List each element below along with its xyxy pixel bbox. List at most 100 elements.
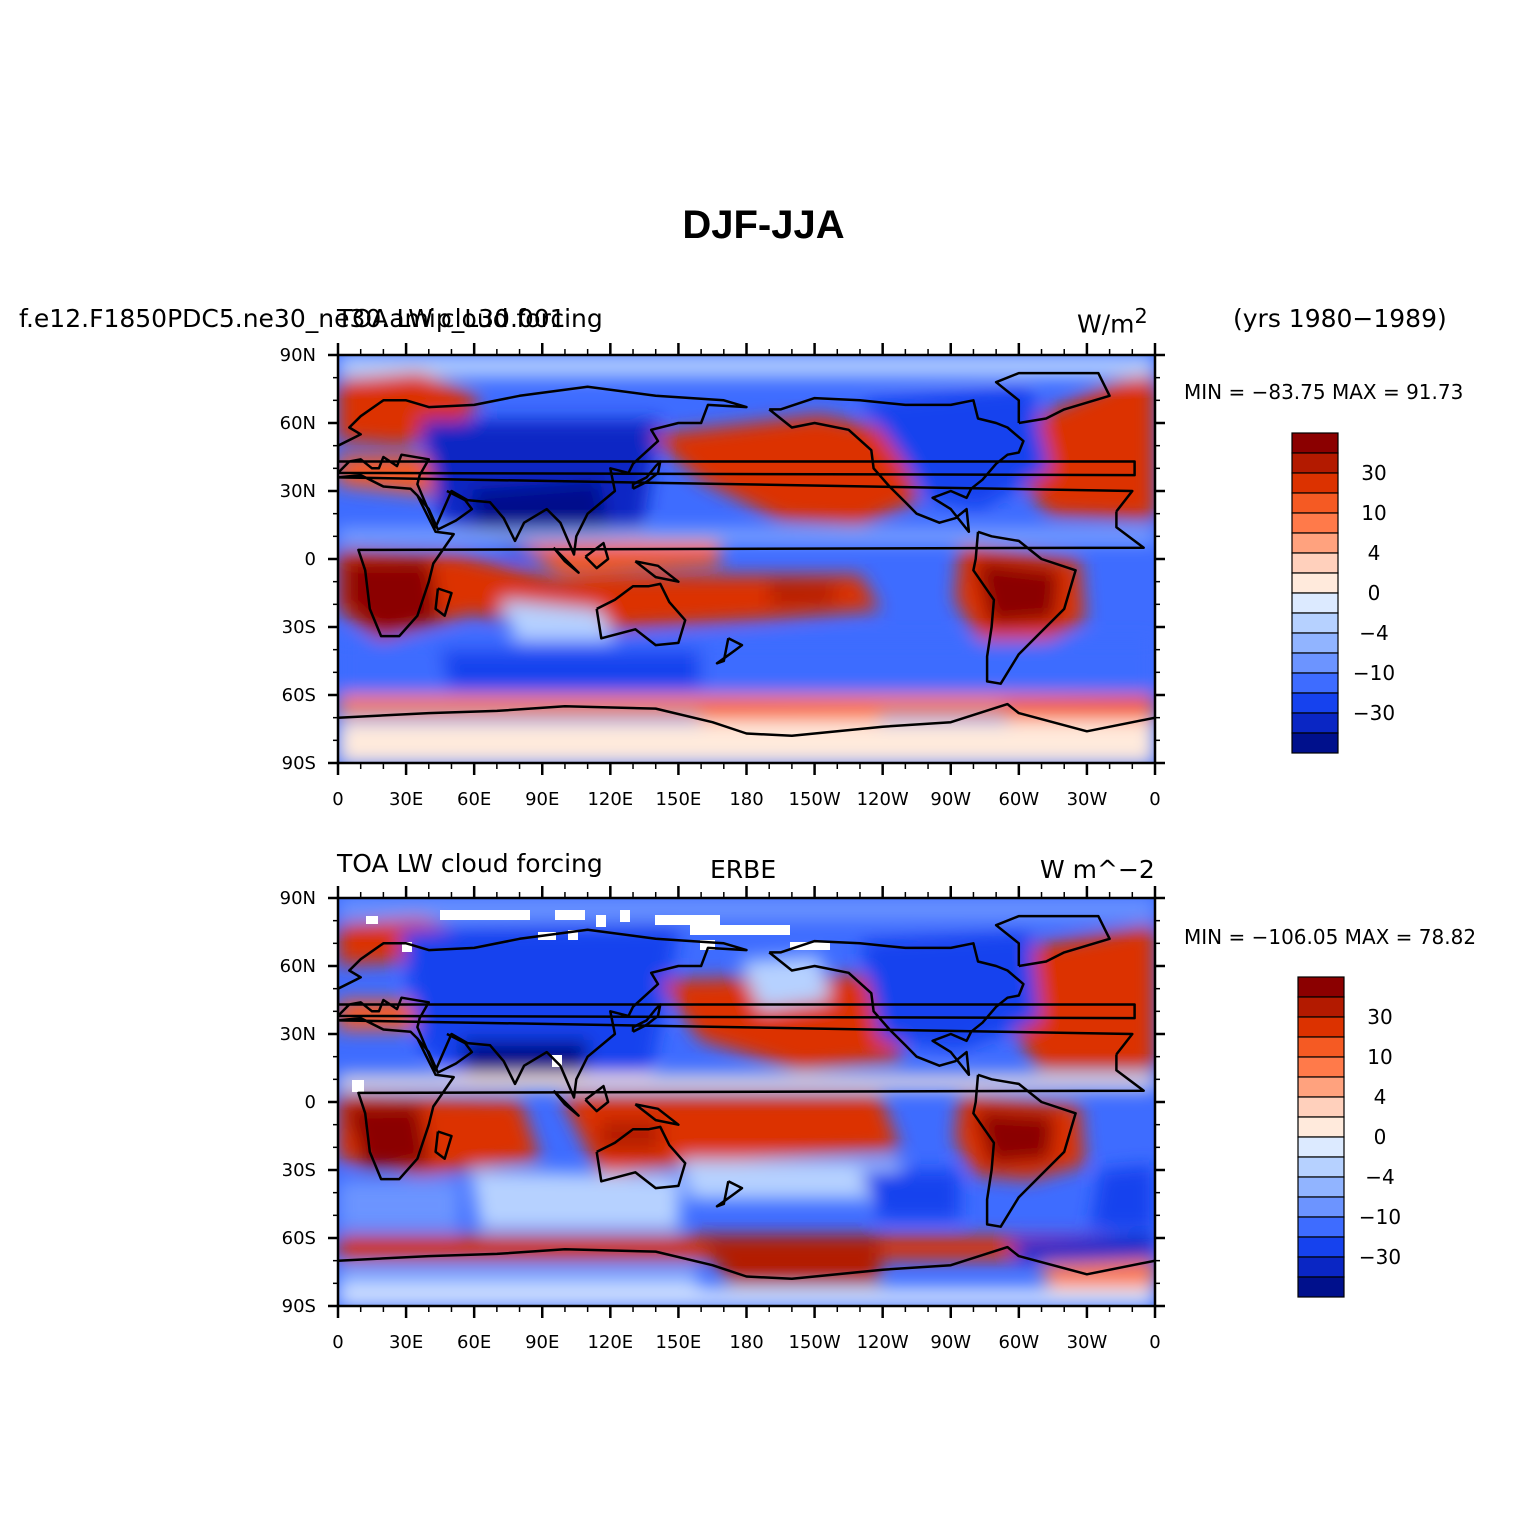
lon-tick-label: 150W	[789, 789, 841, 810]
bottom-units-label: W m^−2	[1040, 855, 1155, 884]
lon-tick-label: 120W	[857, 789, 909, 810]
coastline	[715, 637, 744, 665]
coastlines	[338, 371, 1155, 1281]
colorbar-swatch	[1297, 976, 1345, 998]
lon-tick-label: 30E	[389, 789, 423, 810]
lon-tick-label: 120E	[587, 1332, 633, 1353]
lon-tick-label: 150E	[656, 789, 702, 810]
colorbar-label: 4	[1368, 541, 1381, 565]
colorbar-swatch	[1291, 692, 1339, 714]
colorbar-swatch	[1291, 612, 1339, 634]
lat-tick-label: 60N	[280, 956, 316, 977]
coastline	[416, 1032, 474, 1074]
coastline	[972, 530, 1077, 685]
colorbar-swatch	[1291, 552, 1339, 574]
colorbar-label: 30	[1367, 1005, 1392, 1029]
colorbar-label: 30	[1361, 461, 1386, 485]
lat-tick-label: 30N	[280, 481, 316, 502]
coastline	[994, 914, 1111, 968]
bottom-min-max: MIN = −106.05 MAX = 78.82	[1184, 925, 1477, 949]
lon-tick-label: 90W	[930, 1332, 971, 1353]
coastline	[584, 541, 610, 570]
lat-tick-label: 90S	[282, 1296, 316, 1317]
colorbar-label: 0	[1368, 581, 1381, 605]
colorbar-swatch	[1297, 1076, 1345, 1098]
bottom-variable-label: TOA LW cloud forcing	[337, 849, 603, 878]
lat-tick-label: 90S	[282, 753, 316, 774]
bottom-map	[338, 898, 1155, 1306]
lat-tick-label: 30N	[280, 1024, 316, 1045]
figure-title: DJF-JJA	[682, 203, 845, 247]
lon-tick-label: 90W	[930, 789, 971, 810]
colorbar-swatch	[1291, 432, 1339, 454]
coastline	[338, 1016, 1145, 1181]
colorbar-swatch	[1291, 732, 1339, 754]
colorbar-label: 10	[1361, 501, 1386, 525]
lon-tick-label: 0	[332, 789, 343, 810]
colorbar-swatch	[1297, 996, 1345, 1018]
colorbar-swatch	[1291, 632, 1339, 654]
colorbar-label: 4	[1374, 1085, 1387, 1109]
lon-tick-label: 60W	[998, 1332, 1039, 1353]
coastline	[634, 1103, 680, 1126]
map-axes: 90N 60N 30N 0 30S 60S 90S 0 30E 60E 90E 120E 150E 180…	[280, 343, 1165, 1353]
coastline	[595, 582, 687, 647]
coastline	[338, 473, 1145, 638]
colorbar-swatch	[1291, 652, 1339, 674]
coastline	[338, 702, 1155, 738]
lon-tick-label: 30W	[1067, 789, 1108, 810]
colorbar-swatch	[1291, 712, 1339, 734]
coastline	[584, 1084, 610, 1113]
colorbar-label: −4	[1359, 621, 1388, 645]
colorbar-swatch	[1291, 452, 1339, 474]
colorbar-swatch	[1291, 492, 1339, 514]
lon-tick-label: 90E	[525, 789, 559, 810]
lon-tick-label: 120E	[587, 789, 633, 810]
colorbar-swatch	[1291, 592, 1339, 614]
lon-tick-label: 0	[1149, 1332, 1160, 1353]
years-label: (yrs 1980−1989)	[1233, 304, 1447, 333]
lon-tick-label: 30E	[389, 1332, 423, 1353]
coastline	[552, 1089, 580, 1117]
top-min-max: MIN = −83.75 MAX = 91.73	[1184, 380, 1464, 404]
colorbar-swatch	[1291, 512, 1339, 534]
lon-tick-label: 0	[1149, 789, 1160, 810]
lat-tick-label: 30S	[282, 1160, 316, 1181]
colorbar-swatch	[1297, 1116, 1345, 1138]
coastline	[416, 489, 474, 531]
top-variable-label: TOA LW cloud forcing	[337, 304, 603, 333]
top-units-label: W/m2	[1077, 304, 1148, 339]
colorbar-swatch	[1291, 532, 1339, 554]
colorbar-swatch	[1297, 1096, 1345, 1118]
coastline	[338, 1245, 1155, 1281]
lat-tick-label: 90N	[280, 888, 316, 909]
lon-tick-label: 0	[332, 1332, 343, 1353]
coastline	[595, 1125, 687, 1190]
lon-tick-label: 180	[729, 789, 763, 810]
colorbar-label: −4	[1365, 1165, 1394, 1189]
lon-tick-label: 60E	[457, 1332, 491, 1353]
lon-tick-label: 120W	[857, 1332, 909, 1353]
coastline	[338, 385, 1136, 556]
coastline	[715, 1180, 744, 1208]
coastline	[994, 371, 1111, 425]
lat-tick-label: 30S	[282, 617, 316, 638]
coastline	[768, 396, 1025, 534]
coastline	[434, 1130, 453, 1160]
colorbar-label: −10	[1353, 661, 1395, 685]
colorbars: 30 10 4 0 −4 −10 −30 30 10 4 0 −4 −10 −30	[1291, 432, 1401, 1298]
colorbar-swatch	[1291, 572, 1339, 594]
colorbar-swatch	[1297, 1276, 1345, 1298]
colorbar-swatch	[1291, 472, 1339, 494]
colorbar-label: 0	[1374, 1125, 1387, 1149]
lat-tick-label: 0	[305, 549, 316, 570]
lon-tick-label: 150E	[656, 1332, 702, 1353]
colorbar-swatch	[1297, 1196, 1345, 1218]
coastline	[768, 939, 1025, 1077]
lat-tick-label: 0	[305, 1092, 316, 1113]
lon-tick-label: 150W	[789, 1332, 841, 1353]
colorbar-swatch	[1297, 1176, 1345, 1198]
top-map	[338, 355, 1155, 763]
lat-tick-label: 60N	[280, 413, 316, 434]
